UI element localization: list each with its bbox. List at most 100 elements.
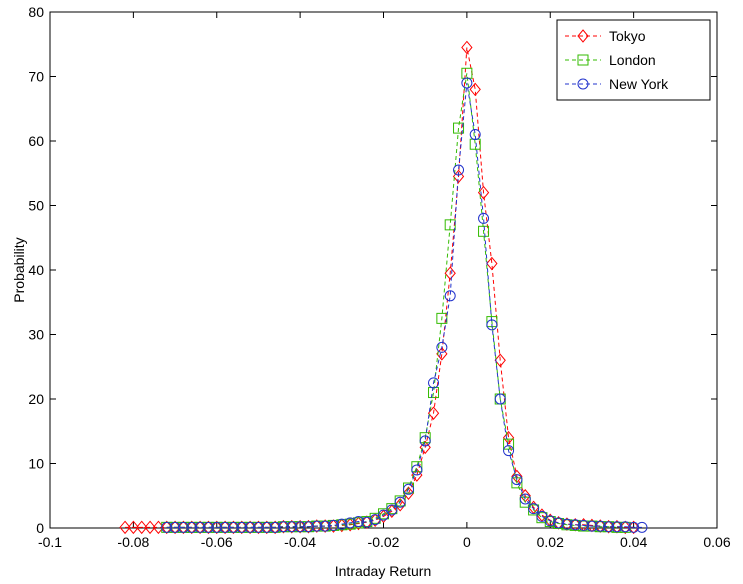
data-point [336, 518, 348, 530]
data-point [486, 319, 498, 331]
data-point [427, 406, 440, 420]
data-point [628, 521, 640, 533]
data-point [419, 440, 431, 455]
data-point [453, 122, 465, 134]
x-tick-label: 0.06 [703, 534, 730, 550]
legend-label: New York [609, 76, 669, 92]
data-point [411, 464, 423, 476]
x-tick-label: -0.02 [368, 534, 400, 550]
data-point [453, 164, 465, 176]
x-tick-label: 0 [463, 534, 471, 550]
y-tick-label: 50 [28, 198, 44, 214]
data-point [227, 521, 239, 533]
data-point [452, 169, 465, 184]
data-point [469, 82, 481, 97]
data-point [136, 520, 148, 535]
data-point [469, 129, 481, 141]
data-point [519, 493, 531, 505]
data-point [144, 520, 156, 535]
x-tick-label: 0.04 [620, 534, 647, 550]
data-point [386, 504, 398, 516]
data-point [494, 393, 506, 405]
data-point [244, 521, 256, 533]
data-point [327, 519, 339, 531]
x-tick-label: 0.02 [537, 534, 564, 550]
data-point [436, 312, 448, 324]
y-tick-label: 70 [28, 69, 44, 85]
data-point [502, 430, 515, 445]
data-point [361, 516, 373, 528]
data-point [477, 185, 490, 200]
x-tick-label: -0.04 [284, 534, 316, 550]
data-point [461, 40, 473, 55]
data-point [119, 520, 131, 535]
data-point [478, 225, 490, 237]
data-point [394, 497, 406, 512]
data-point [511, 474, 523, 486]
y-axis-label: Probability [11, 237, 27, 302]
data-point [394, 496, 406, 508]
data-point [569, 519, 581, 531]
y-tick-label: 40 [28, 262, 44, 278]
data-point [169, 521, 181, 533]
data-point [444, 266, 456, 281]
y-tick-label: 80 [28, 4, 44, 20]
data-point [561, 518, 573, 530]
data-point [578, 519, 590, 531]
y-tick-label: 30 [28, 327, 44, 343]
x-tick-label: -0.1 [38, 534, 62, 550]
data-point [544, 515, 556, 527]
data-point [302, 521, 314, 533]
data-point [444, 290, 456, 302]
legend-marker [577, 78, 589, 90]
x-axis-label: Intraday Return [335, 563, 432, 579]
data-point [311, 520, 323, 532]
data-point [603, 521, 615, 533]
legend-label: Tokyo [609, 28, 646, 44]
data-point [219, 521, 231, 533]
data-point [619, 521, 631, 533]
data-point [344, 517, 356, 529]
data-point [261, 521, 273, 533]
data-point [586, 520, 598, 532]
x-tick-label: -0.06 [201, 534, 233, 550]
x-tick-label: -0.08 [117, 534, 149, 550]
data-point [436, 341, 448, 353]
data-point [411, 461, 423, 473]
y-tick-label: 60 [28, 133, 44, 149]
data-point [636, 521, 648, 533]
series-line [166, 82, 642, 528]
data-point [478, 212, 490, 224]
data-point [127, 520, 140, 535]
data-point [402, 486, 415, 500]
data-point [461, 77, 473, 89]
data-point [553, 517, 565, 529]
data-point [403, 483, 415, 495]
y-tick-label: 10 [28, 456, 44, 472]
data-point [286, 521, 298, 533]
data-point [378, 509, 389, 521]
y-tick-label: 20 [28, 391, 44, 407]
data-point [428, 377, 440, 389]
data-point [494, 353, 506, 368]
data-point [194, 521, 206, 533]
data-point [269, 521, 281, 533]
data-point [528, 503, 540, 515]
data-point [503, 445, 515, 457]
data-point [252, 521, 264, 533]
data-point [611, 521, 623, 533]
data-point [444, 219, 456, 231]
data-point [536, 510, 548, 522]
data-point [294, 521, 306, 533]
data-point [519, 496, 531, 508]
y-tick-label: 0 [36, 520, 44, 536]
plot-frame [49, 11, 718, 529]
legend-marker [577, 29, 589, 43]
data-point [419, 435, 431, 447]
data-point [202, 521, 214, 533]
legend-marker [577, 54, 589, 66]
data-point [211, 521, 223, 533]
data-point [352, 516, 364, 528]
data-point [319, 520, 331, 532]
